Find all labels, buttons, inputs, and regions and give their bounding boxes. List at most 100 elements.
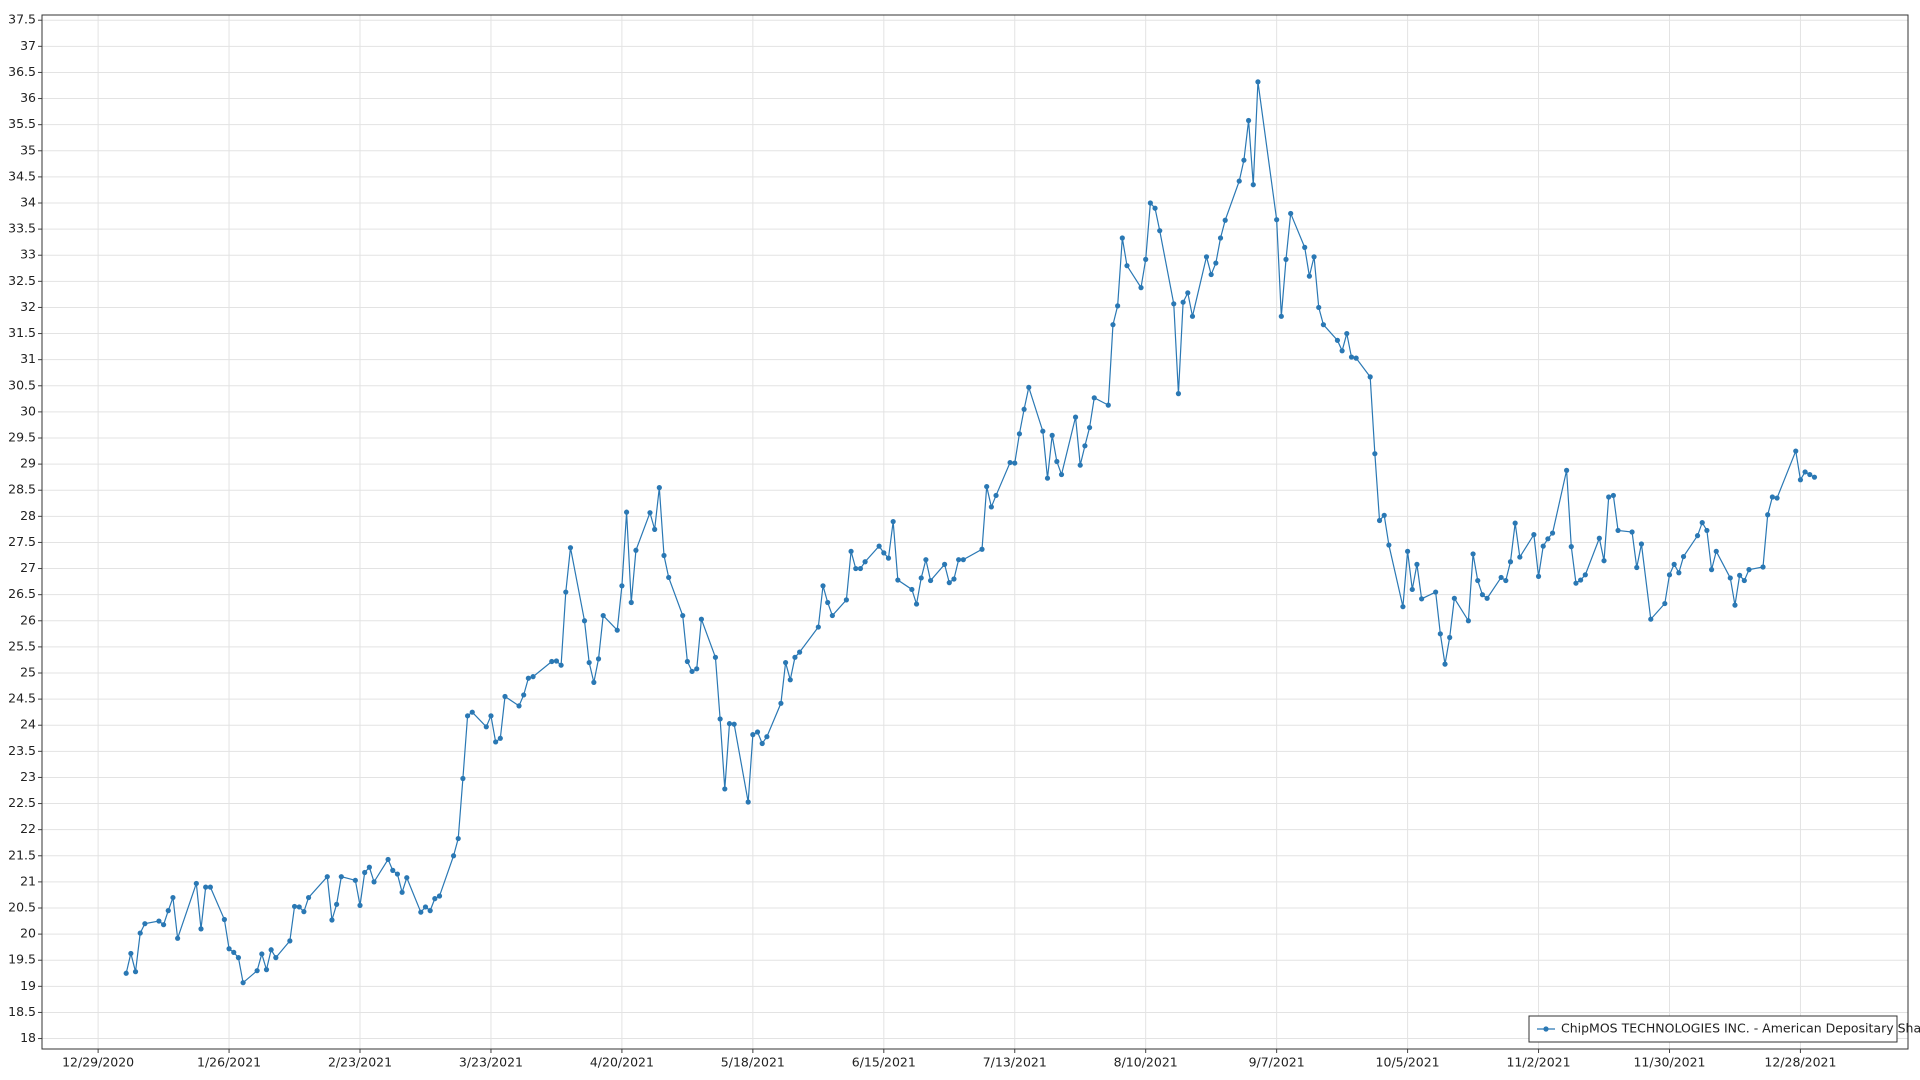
data-point	[946, 580, 952, 586]
x-tick-label: 6/15/2021	[852, 1055, 916, 1070]
data-point	[1811, 474, 1818, 480]
data-point	[825, 599, 831, 606]
data-point	[1058, 471, 1065, 478]
y-tick-label: 20	[20, 926, 36, 941]
data-point	[1302, 244, 1308, 250]
data-point	[1662, 600, 1668, 607]
data-point	[614, 627, 620, 633]
data-point	[1274, 217, 1280, 223]
data-point	[436, 893, 443, 899]
x-tick-label: 1/26/2021	[197, 1055, 261, 1070]
data-point	[254, 968, 260, 974]
data-point	[203, 884, 209, 890]
data-point	[600, 612, 606, 619]
data-point	[1348, 354, 1355, 360]
data-point	[132, 969, 139, 975]
data-point	[1666, 572, 1673, 578]
data-point	[226, 946, 232, 952]
data-point	[324, 874, 330, 880]
data-point	[1498, 574, 1504, 581]
data-point	[857, 565, 864, 572]
data-point	[581, 618, 588, 624]
data-point	[1741, 577, 1747, 584]
plot-area	[42, 15, 1908, 1049]
data-point	[1400, 604, 1406, 610]
data-point	[432, 896, 438, 902]
data-point	[979, 546, 985, 552]
data-point	[927, 577, 934, 584]
x-tick-label: 8/10/2021	[1114, 1055, 1178, 1070]
y-tick-label: 29	[20, 456, 36, 471]
data-point	[1531, 532, 1537, 538]
x-tick-label: 11/30/2021	[1633, 1055, 1705, 1070]
data-point	[960, 557, 966, 563]
data-point	[1250, 182, 1256, 188]
data-point	[1708, 567, 1715, 573]
data-point	[750, 732, 756, 738]
data-point	[754, 729, 761, 735]
data-point	[1442, 661, 1448, 667]
data-point	[329, 917, 335, 923]
data-point	[1222, 217, 1228, 223]
data-point	[1517, 554, 1523, 560]
data-point	[1110, 322, 1116, 328]
data-point	[1807, 471, 1813, 478]
legend: ChipMOS TECHNOLOGIES INC. - American Dep…	[1528, 1015, 1920, 1043]
y-tick-label: 29.5	[8, 430, 36, 445]
data-point	[1241, 157, 1247, 163]
data-point	[362, 869, 368, 876]
data-point	[694, 666, 700, 672]
data-point	[885, 555, 892, 561]
x-tick-label: 9/7/2021	[1249, 1055, 1305, 1070]
data-point	[1217, 235, 1224, 241]
data-point	[1680, 553, 1687, 560]
data-point	[221, 916, 227, 923]
data-point	[549, 658, 555, 665]
data-point	[1044, 475, 1051, 481]
data-point	[759, 740, 765, 747]
data-point	[1437, 631, 1443, 637]
x-tick-label: 7/13/2021	[983, 1055, 1047, 1070]
data-point	[1793, 448, 1799, 454]
data-point	[684, 658, 690, 665]
data-point	[680, 612, 686, 619]
data-point	[1171, 301, 1177, 307]
data-point	[1320, 322, 1327, 328]
data-point	[1470, 551, 1476, 557]
y-tick-label: 27.5	[8, 534, 36, 549]
data-point	[619, 583, 625, 589]
x-tick-label: 10/5/2021	[1376, 1055, 1440, 1070]
data-point	[1175, 391, 1182, 397]
data-point	[240, 980, 246, 986]
data-point	[876, 543, 882, 549]
data-point	[156, 918, 162, 924]
data-point	[913, 601, 920, 607]
data-point	[591, 679, 597, 686]
data-point	[1765, 512, 1771, 518]
data-point	[1255, 79, 1261, 85]
data-point	[1203, 254, 1210, 260]
data-point	[1040, 428, 1046, 434]
data-point	[1152, 205, 1158, 211]
data-point	[1026, 384, 1032, 390]
data-point	[1535, 573, 1542, 579]
data-point	[1086, 424, 1093, 431]
y-tick-label: 32	[20, 299, 36, 314]
data-point	[951, 576, 957, 582]
data-point	[1596, 535, 1602, 541]
data-point	[1367, 374, 1373, 380]
data-point	[301, 909, 307, 915]
data-point	[502, 693, 508, 700]
y-tick-label: 35	[20, 142, 36, 157]
data-point	[1404, 548, 1411, 554]
data-point	[1713, 548, 1719, 554]
data-point	[1732, 602, 1738, 608]
data-point	[1311, 254, 1317, 260]
data-point	[160, 922, 167, 928]
y-tick-label: 19.5	[8, 952, 36, 967]
y-tick-label: 24	[20, 717, 36, 732]
y-tick-label: 21.5	[8, 847, 36, 862]
data-point	[1077, 462, 1083, 468]
data-point	[1479, 592, 1486, 598]
data-point	[399, 889, 405, 895]
